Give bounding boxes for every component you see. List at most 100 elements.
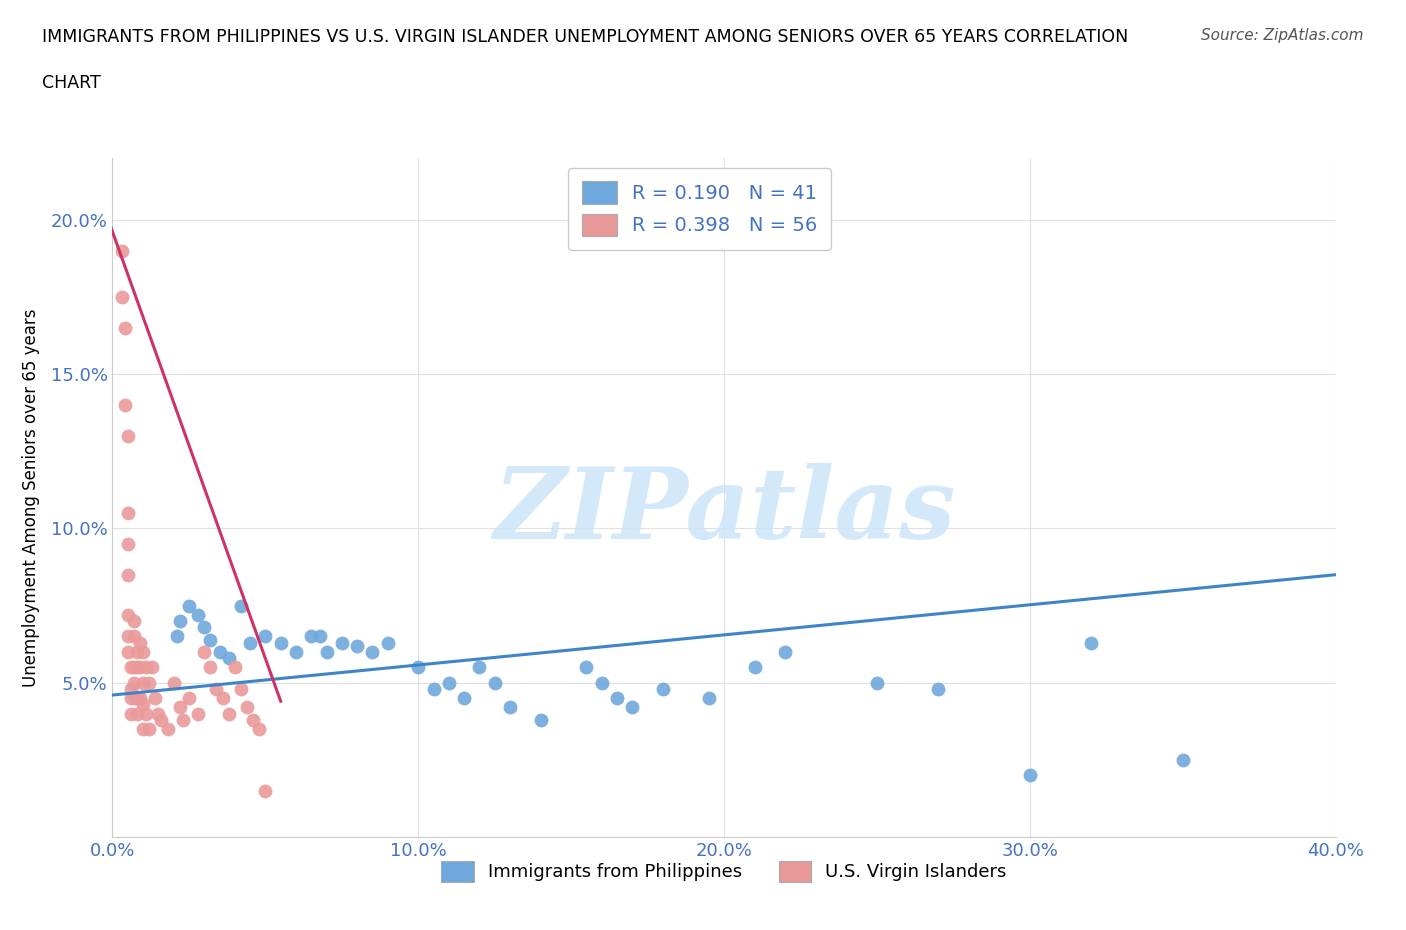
Point xyxy=(129,691,152,706)
Point xyxy=(125,691,148,706)
Point xyxy=(163,675,186,690)
Point xyxy=(218,706,240,721)
Point xyxy=(284,644,308,659)
Point xyxy=(129,660,152,675)
Point xyxy=(330,635,353,650)
Point xyxy=(156,722,179,737)
Text: Source: ZipAtlas.com: Source: ZipAtlas.com xyxy=(1201,28,1364,43)
Point xyxy=(177,598,200,613)
Point xyxy=(927,682,949,697)
Point xyxy=(117,537,139,551)
Point xyxy=(166,629,188,644)
Point xyxy=(242,712,264,727)
Point xyxy=(453,691,475,706)
Point xyxy=(114,397,136,412)
Point xyxy=(135,660,157,675)
Point xyxy=(361,644,384,659)
Point xyxy=(866,675,889,690)
Point xyxy=(122,614,145,629)
Point xyxy=(1171,752,1194,767)
Point xyxy=(229,682,252,697)
Point xyxy=(120,682,142,697)
Point xyxy=(499,700,522,715)
Point xyxy=(468,660,491,675)
Point xyxy=(270,635,292,650)
Point xyxy=(530,712,553,727)
Point xyxy=(377,635,399,650)
Point xyxy=(129,635,152,650)
Point xyxy=(169,614,191,629)
Point xyxy=(122,691,145,706)
Point xyxy=(150,712,173,727)
Point xyxy=(138,675,160,690)
Y-axis label: Unemployment Among Seniors over 65 years: Unemployment Among Seniors over 65 years xyxy=(21,309,39,686)
Point xyxy=(309,629,332,644)
Point xyxy=(141,660,163,675)
Point xyxy=(236,700,259,715)
Text: ZIPatlas: ZIPatlas xyxy=(494,463,955,559)
Point xyxy=(125,644,148,659)
Point xyxy=(117,429,139,444)
Point xyxy=(606,691,628,706)
Point xyxy=(125,660,148,675)
Point xyxy=(120,660,142,675)
Point xyxy=(775,644,797,659)
Point xyxy=(187,607,209,622)
Point xyxy=(132,697,155,711)
Point xyxy=(224,660,246,675)
Point xyxy=(132,722,155,737)
Point xyxy=(169,700,191,715)
Point xyxy=(135,706,157,721)
Point xyxy=(120,691,142,706)
Point xyxy=(111,289,134,304)
Point xyxy=(200,632,222,647)
Point xyxy=(697,691,720,706)
Point xyxy=(408,660,430,675)
Point xyxy=(591,675,613,690)
Point xyxy=(346,638,368,653)
Point xyxy=(143,691,166,706)
Point xyxy=(172,712,194,727)
Point xyxy=(117,506,139,521)
Point xyxy=(122,675,145,690)
Point xyxy=(200,660,222,675)
Text: CHART: CHART xyxy=(42,74,101,92)
Legend: Immigrants from Philippines, U.S. Virgin Islanders: Immigrants from Philippines, U.S. Virgin… xyxy=(434,854,1014,889)
Point xyxy=(148,706,170,721)
Point xyxy=(229,598,252,613)
Point xyxy=(247,722,270,737)
Point xyxy=(122,629,145,644)
Point xyxy=(211,691,233,706)
Point xyxy=(744,660,766,675)
Point xyxy=(138,722,160,737)
Point xyxy=(193,619,215,634)
Point xyxy=(132,644,155,659)
Point xyxy=(111,244,134,259)
Point xyxy=(125,706,148,721)
Point xyxy=(254,783,277,798)
Point xyxy=(254,629,277,644)
Point xyxy=(132,675,155,690)
Point xyxy=(114,320,136,336)
Point xyxy=(117,644,139,659)
Point xyxy=(187,706,209,721)
Point xyxy=(117,567,139,582)
Text: IMMIGRANTS FROM PHILIPPINES VS U.S. VIRGIN ISLANDER UNEMPLOYMENT AMONG SENIORS O: IMMIGRANTS FROM PHILIPPINES VS U.S. VIRG… xyxy=(42,28,1129,46)
Point xyxy=(621,700,644,715)
Point xyxy=(484,675,506,690)
Point xyxy=(652,682,675,697)
Point xyxy=(1018,768,1040,783)
Point xyxy=(122,660,145,675)
Point xyxy=(422,682,444,697)
Point xyxy=(1080,635,1102,650)
Point xyxy=(299,629,322,644)
Point xyxy=(117,629,139,644)
Point xyxy=(239,635,262,650)
Point xyxy=(120,706,142,721)
Point xyxy=(218,651,240,666)
Point xyxy=(575,660,598,675)
Point xyxy=(315,644,337,659)
Point xyxy=(177,691,200,706)
Point xyxy=(437,675,460,690)
Point xyxy=(193,644,215,659)
